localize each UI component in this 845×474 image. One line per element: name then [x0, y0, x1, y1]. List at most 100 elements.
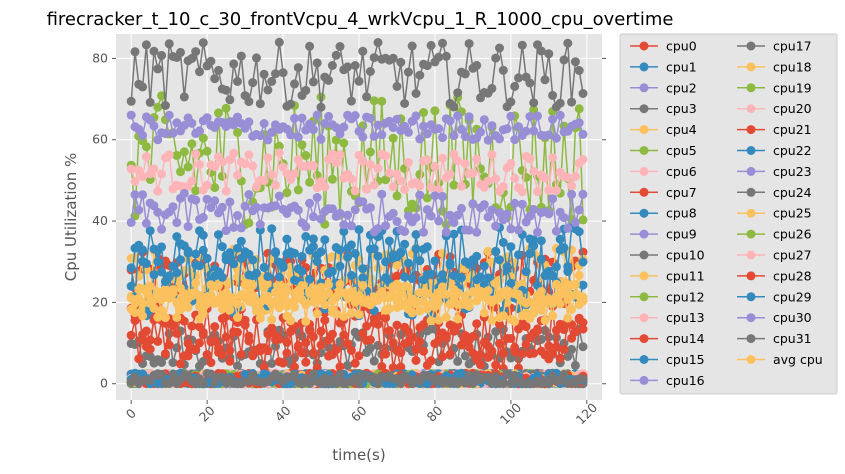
legend-item: cpu17 — [737, 39, 812, 54]
legend-marker — [746, 292, 756, 302]
data-point — [244, 285, 254, 295]
data-point — [529, 126, 539, 136]
data-point — [290, 370, 299, 380]
data-point — [229, 59, 239, 69]
legend-label: cpu19 — [773, 80, 812, 95]
data-point — [202, 180, 212, 190]
data-point — [384, 326, 394, 336]
data-point — [491, 360, 501, 370]
data-point — [358, 264, 368, 274]
data-point — [555, 299, 565, 309]
legend-label: cpu27 — [773, 248, 812, 263]
data-point — [574, 270, 584, 280]
data-point — [153, 245, 163, 255]
y-tick-label: 60 — [92, 132, 108, 147]
legend-label: cpu22 — [773, 143, 812, 158]
data-point — [160, 284, 170, 294]
data-point — [381, 151, 391, 161]
data-point — [210, 322, 220, 332]
data-point — [578, 280, 588, 290]
data-point — [214, 347, 223, 357]
legend-item: avg cpu — [737, 352, 823, 367]
data-point — [187, 176, 197, 186]
data-point — [411, 244, 421, 254]
data-point — [141, 287, 151, 297]
data-point — [217, 202, 227, 212]
data-point — [271, 335, 280, 345]
data-point — [164, 378, 174, 388]
data-point — [411, 213, 421, 223]
data-point — [563, 223, 573, 233]
data-point — [358, 197, 368, 207]
data-point — [396, 362, 406, 372]
data-point — [574, 104, 584, 114]
data-point — [422, 61, 432, 71]
data-point — [438, 275, 447, 285]
data-point — [529, 235, 539, 245]
x-tick-label: 120 — [573, 400, 601, 428]
data-point — [339, 122, 349, 132]
legend-item: cpu3 — [630, 101, 697, 116]
data-point — [282, 234, 292, 244]
data-point — [327, 204, 337, 214]
data-point — [445, 170, 455, 179]
data-point — [555, 98, 565, 108]
data-point — [126, 164, 136, 174]
legend-marker — [746, 125, 756, 135]
data-point — [369, 180, 379, 190]
legend-label: cpu14 — [666, 331, 705, 346]
data-point — [521, 126, 531, 136]
data-point — [365, 343, 375, 353]
data-point — [570, 172, 580, 181]
legend-label: cpu11 — [666, 268, 705, 283]
data-point — [426, 356, 436, 366]
data-point — [198, 327, 208, 337]
legend-label: cpu6 — [666, 164, 697, 179]
legend-item: cpu27 — [737, 248, 812, 263]
data-point — [290, 79, 299, 89]
legend-label: cpu28 — [773, 268, 812, 283]
data-point — [160, 313, 170, 323]
data-point — [229, 148, 239, 158]
legend-marker — [639, 355, 649, 364]
data-point — [415, 306, 425, 316]
data-point — [373, 163, 383, 173]
legend-item: cpu4 — [630, 122, 697, 137]
data-point — [567, 189, 577, 199]
data-point — [551, 325, 561, 335]
data-point — [157, 358, 167, 367]
data-point — [407, 41, 417, 51]
data-point — [221, 332, 231, 342]
data-point — [172, 118, 182, 128]
data-point — [335, 245, 345, 255]
data-point — [225, 155, 235, 165]
legend-item: cpu25 — [737, 206, 812, 221]
data-point — [457, 124, 466, 134]
data-point — [233, 299, 242, 309]
data-point — [570, 360, 580, 370]
data-point — [286, 99, 296, 109]
data-point — [271, 69, 280, 79]
data-point — [157, 169, 167, 179]
data-point — [441, 331, 451, 341]
data-point — [460, 159, 470, 169]
data-point — [244, 190, 254, 199]
data-point — [415, 337, 425, 346]
data-point — [267, 76, 277, 86]
data-point — [434, 216, 444, 226]
data-point — [449, 218, 459, 228]
legend-label: cpu15 — [666, 352, 705, 367]
data-point — [400, 282, 410, 291]
data-point — [514, 122, 523, 132]
data-point — [525, 314, 535, 323]
data-point — [365, 335, 375, 345]
data-point — [517, 199, 527, 209]
data-point — [134, 354, 144, 364]
data-point — [255, 313, 265, 323]
data-point — [157, 224, 167, 234]
data-point — [327, 149, 337, 159]
data-point — [259, 262, 269, 272]
data-point — [198, 309, 208, 319]
data-point — [491, 278, 501, 288]
data-point — [358, 329, 368, 339]
